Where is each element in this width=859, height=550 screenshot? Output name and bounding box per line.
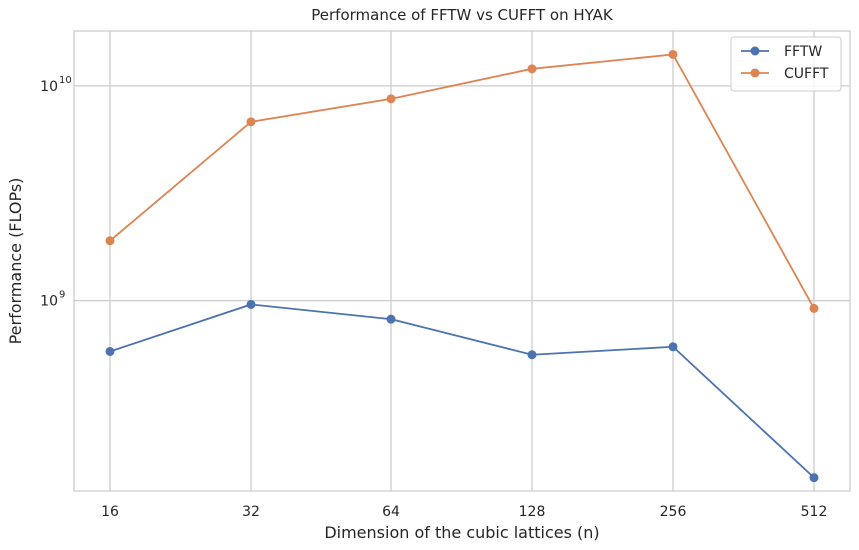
- series-line-cufft: [109, 53, 815, 309]
- data-point-cufft: [386, 94, 396, 104]
- x-tick-label: 64: [382, 504, 400, 520]
- x-tick-label: 32: [242, 504, 260, 520]
- data-point-cufft: [809, 303, 819, 313]
- legend: FFTW CUFFT: [730, 36, 842, 92]
- x-tick-label: 256: [660, 504, 687, 520]
- series-line-fftw: [109, 303, 815, 479]
- data-point-fftw: [668, 342, 678, 352]
- series-layer: [105, 49, 819, 483]
- x-axis-label: Dimension of the cubic lattices (n): [324, 523, 599, 542]
- y-tick-exponent: 10: [59, 75, 72, 86]
- legend-marker: [750, 46, 760, 56]
- x-tick-labels: 16 32 64 128 256 512: [101, 504, 827, 520]
- data-point-cufft: [105, 236, 115, 246]
- plot-frame: [73, 30, 851, 492]
- data-point-fftw: [105, 346, 115, 356]
- x-tick-label: 16: [101, 504, 119, 520]
- grid: [74, 31, 850, 491]
- legend-label: FFTW: [784, 44, 822, 60]
- data-point-fftw: [527, 350, 537, 360]
- y-tick-label: 10: [40, 294, 58, 310]
- y-tick-label: 10: [40, 79, 58, 95]
- data-point-cufft: [527, 64, 537, 74]
- chart-title: Performance of FFTW vs CUFFT on HYAK: [311, 6, 614, 24]
- y-axis-label: Performance (FLOPs): [6, 178, 25, 345]
- legend-marker: [750, 68, 760, 78]
- data-point-cufft: [246, 117, 256, 127]
- x-tick-label: 128: [519, 504, 546, 520]
- y-tick-exponent: 9: [59, 290, 65, 301]
- plot-area: [74, 31, 850, 491]
- data-point-fftw: [246, 299, 256, 309]
- data-point-fftw: [386, 314, 396, 324]
- legend-label: CUFFT: [784, 66, 829, 82]
- x-tick-label: 512: [801, 504, 828, 520]
- data-point-cufft: [668, 49, 678, 59]
- data-point-fftw: [809, 473, 819, 483]
